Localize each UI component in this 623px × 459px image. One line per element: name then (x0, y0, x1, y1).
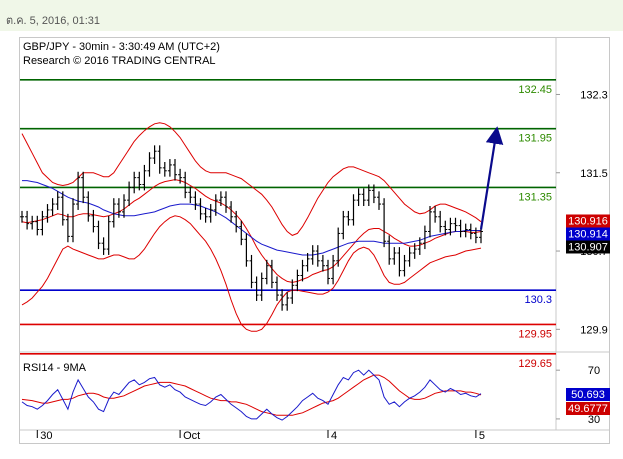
level-label: 132.45 (518, 84, 552, 96)
timestamp: ต.ค. 5, 2016, 01:31 (6, 15, 101, 27)
lower-band-line (21, 215, 482, 332)
y-tick-label: 131.5 (580, 168, 608, 180)
x-tick-label: 5 (479, 430, 485, 442)
series-layer (20, 122, 504, 332)
chart-frame (19, 37, 610, 444)
rsi-line (21, 369, 482, 421)
y-tick-label: 132.3 (580, 89, 608, 101)
rsi-ma-line (21, 374, 482, 416)
x-tick-label: 4 (331, 430, 337, 442)
rsi-label: RSI14 - 9MA (23, 362, 87, 374)
level-label: 129.95 (518, 328, 552, 340)
level-label: 131.35 (518, 191, 552, 203)
grid-layer (20, 38, 610, 431)
rsi-value-tag (566, 402, 610, 415)
level-label: 129.65 (518, 358, 552, 370)
price-tag (566, 240, 610, 254)
price-tag-label: 130.907 (568, 241, 608, 253)
projection-arrow (479, 126, 504, 230)
rsi-value-tag-label: 49.6777 (568, 403, 608, 415)
y-tick-label: 129.9 (580, 324, 608, 336)
price-tag (566, 214, 610, 228)
chart-title: GBP/JPY - 30min - 3:30:49 AM (UTC+2) (23, 41, 220, 53)
level-label: 130.3 (524, 294, 552, 306)
price-tag (566, 227, 610, 241)
level-label: 131.95 (518, 133, 552, 145)
moving-average-line (22, 180, 481, 256)
chart-subtitle: Research © 2016 TRADING CENTRAL (23, 55, 216, 67)
price-tag-label: 130.916 (568, 215, 608, 227)
rsi-y-tick-label: 30 (588, 414, 600, 426)
rsi-layer: 70 30 50.693 49.6777 (21, 365, 610, 426)
price-tag-label: 130.914 (568, 228, 608, 240)
rsi-value-tag (566, 388, 610, 401)
x-tick-label: Oct (183, 430, 200, 442)
x-tick-label: 30 (40, 430, 52, 442)
axis-layer: 132.3131.5130.7129.9130.916130.914130.90… (36, 89, 610, 442)
rsi-value-tag-label: 50.693 (571, 389, 605, 401)
rsi-y-tick-label: 70 (588, 365, 600, 377)
upper-band-line (21, 122, 482, 236)
header-bar: ต.ค. 5, 2016, 01:31 (0, 0, 623, 31)
levels-layer: 132.45 131.95 131.35 130.3 129.95 129.65 (20, 78, 556, 370)
